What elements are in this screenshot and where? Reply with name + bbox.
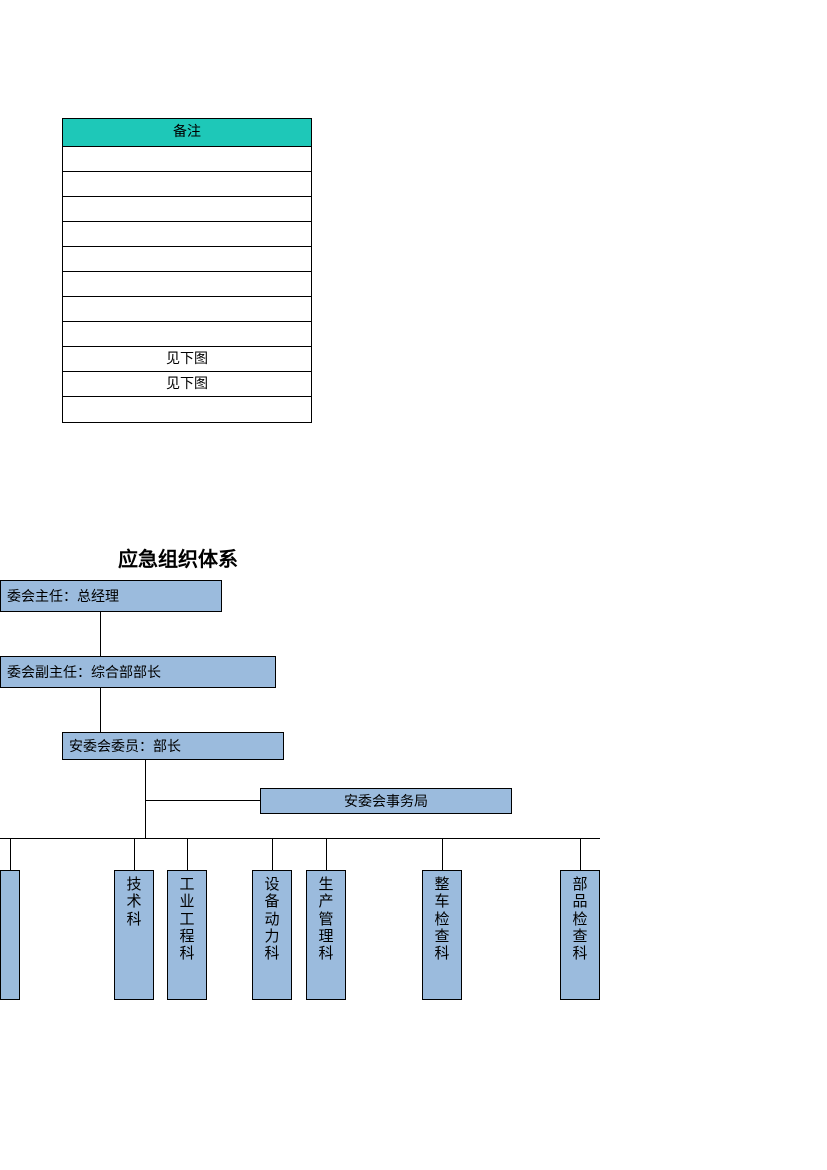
node-label: 委会副主任：综合部部长 <box>7 662 161 682</box>
connector-line <box>326 838 327 870</box>
node-label: 科 <box>423 946 461 963</box>
node-label: 工 <box>168 877 206 894</box>
connector-line <box>145 800 260 801</box>
connector-line <box>272 838 273 870</box>
node-label: 技 <box>115 877 153 894</box>
table-row: 见下图 <box>63 347 311 372</box>
node-label: 安委会委员：部长 <box>69 736 181 756</box>
node-side: 安委会事务局 <box>260 788 512 814</box>
table-header: 备注 <box>63 119 311 147</box>
connector-line <box>100 688 101 732</box>
node-label: 检 <box>561 912 599 929</box>
node-label: 科 <box>115 912 153 929</box>
node-label: 业 <box>168 894 206 911</box>
node-label: 术 <box>115 894 153 911</box>
node-label: 安委会事务局 <box>344 791 428 811</box>
connector-line <box>187 838 188 870</box>
connector-line <box>580 838 581 870</box>
node-label: 委会主任：总经理 <box>7 586 119 606</box>
node-label: 理 <box>307 929 345 946</box>
node-label: 动 <box>253 912 291 929</box>
node-level2: 委会副主任：综合部部长 <box>0 656 276 688</box>
node-label: 科 <box>307 946 345 963</box>
node-leaf: 整 车 检 查 科 <box>422 870 462 1000</box>
node-leaf: 设 备 动 力 科 <box>252 870 292 1000</box>
connector-line <box>10 838 11 870</box>
node-label: 工 <box>168 912 206 929</box>
node-label: 查 <box>423 929 461 946</box>
table-row <box>63 247 311 272</box>
node-label: 科 <box>168 946 206 963</box>
node-label: 整 <box>423 877 461 894</box>
node-label: 科 <box>561 946 599 963</box>
node-label: 科 <box>253 946 291 963</box>
node-label: 检 <box>423 912 461 929</box>
table-row <box>63 322 311 347</box>
table-row <box>63 272 311 297</box>
connector-line <box>0 838 600 839</box>
table-row <box>63 197 311 222</box>
node-level3: 安委会委员：部长 <box>62 732 284 760</box>
node-label: 力 <box>253 929 291 946</box>
node-leaf: 部 品 检 查 科 <box>560 870 600 1000</box>
node-label: 设 <box>253 877 291 894</box>
node-leaf: 技 术 科 <box>114 870 154 1000</box>
node-leaf: 工 业 工 程 科 <box>167 870 207 1000</box>
remarks-table: 备注 见下图 见下图 <box>62 118 312 423</box>
connector-line <box>100 612 101 656</box>
table-row <box>63 172 311 197</box>
node-label: 产 <box>307 894 345 911</box>
table-row <box>63 297 311 322</box>
node-leaf-partial <box>0 870 20 1000</box>
connector-line <box>145 760 146 838</box>
connector-line <box>134 838 135 870</box>
node-label: 管 <box>307 912 345 929</box>
node-label: 部 <box>561 877 599 894</box>
table-row <box>63 147 311 172</box>
node-label: 品 <box>561 894 599 911</box>
node-label: 程 <box>168 929 206 946</box>
table-row: 见下图 <box>63 372 311 397</box>
table-row <box>63 397 311 422</box>
node-label: 车 <box>423 894 461 911</box>
node-label: 生 <box>307 877 345 894</box>
node-label: 备 <box>253 894 291 911</box>
chart-title: 应急组织体系 <box>118 543 238 572</box>
node-label: 查 <box>561 929 599 946</box>
table-row <box>63 222 311 247</box>
node-level1: 委会主任：总经理 <box>0 580 222 612</box>
connector-line <box>442 838 443 870</box>
node-leaf: 生 产 管 理 科 <box>306 870 346 1000</box>
